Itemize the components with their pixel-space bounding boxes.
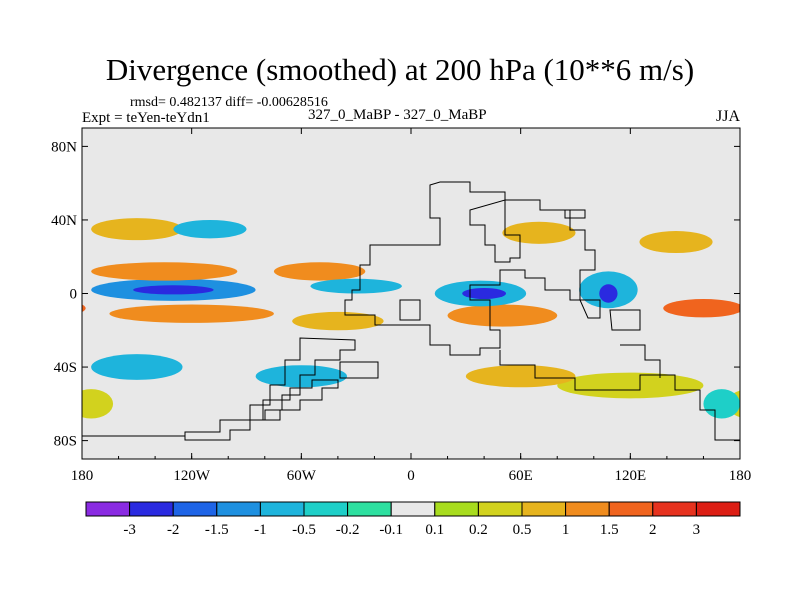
y-tick-label: 80N: [51, 139, 77, 155]
divergence-field: [82, 218, 740, 419]
coastlines: [82, 181, 740, 441]
field-convergence-midlat-north-pacific: [173, 219, 247, 239]
colorbar-swatch: [434, 501, 479, 517]
field-convergence-antarctic-edge: [703, 389, 740, 419]
colorbar-swatch: [390, 501, 436, 517]
colorbar-swatch: [477, 501, 523, 517]
coastline-segment: [620, 344, 661, 378]
coastline-segment: [339, 361, 379, 379]
x-tick-label: 60W: [287, 468, 317, 484]
chart-title: Divergence (smoothed) at 200 hPa (10**6 …: [105, 52, 695, 87]
colorbar-swatch: [216, 501, 261, 517]
y-tick-label: 0: [70, 287, 78, 303]
colorbar-swatch: [608, 501, 654, 517]
colorbar-label: 0.1: [425, 522, 444, 538]
case-label: 327_0_MaBP - 327_0_MaBP: [308, 107, 487, 123]
field-divergence-southern-ocean: [557, 372, 704, 399]
field-convergence-north-atlantic: [310, 278, 402, 294]
colorbar-swatch: [565, 501, 610, 517]
colorbar-swatch: [129, 501, 174, 517]
colorbar-label: 0.5: [513, 522, 532, 538]
experiment-label: Expt = teYen-teYdn1: [82, 110, 210, 126]
coastline-segment: [609, 309, 641, 331]
season-label: JJA: [716, 108, 741, 125]
field-divergence-west-pacific: [663, 299, 740, 318]
coastline-segment: [579, 299, 601, 319]
coastline-segment: [344, 181, 596, 356]
colorbar-label: 1: [562, 522, 570, 538]
coastline-segment: [499, 350, 740, 441]
field-divergence-north-atlantic: [273, 262, 366, 281]
coastline-segment: [184, 337, 356, 441]
colorbar-swatch: [172, 501, 218, 517]
colorbar-label: 0.2: [469, 522, 488, 538]
field-divergence-south-pacific-band: [109, 304, 274, 323]
y-tick-label: 40S: [54, 360, 77, 376]
field-divergence-midlat-north-pacific: [91, 218, 183, 241]
colorbar-swatch: [695, 501, 741, 517]
colorbar-label: -3: [123, 522, 136, 538]
axes: 180 120W 60W 0 60E 120E 180 80N 40N 0 40S 80S: [51, 128, 751, 484]
colorbar-label: -0.2: [336, 522, 360, 538]
colorbar-label: -1: [254, 522, 267, 538]
field-divergence-west-pacific-wrap: [82, 304, 86, 313]
stats-label: rmsd= 0.482137 diff= -0.00628516: [130, 95, 328, 110]
field-divergence-north-pacific-band: [91, 262, 238, 281]
colorbar-swatch: [652, 501, 697, 517]
coastline-segment: [564, 209, 586, 219]
y-tick-label: 80S: [54, 434, 77, 450]
field-strong-convergence-east-pacific: [133, 285, 214, 295]
colorbar-label: -1.5: [205, 522, 229, 538]
field-divergence-asia: [502, 221, 576, 244]
y-tick-label: 40N: [51, 213, 77, 229]
field-divergence-east-asia: [639, 230, 713, 254]
coastline-segment: [399, 299, 421, 321]
field-convergence-africa: [462, 287, 507, 300]
plot-area: [81, 127, 741, 460]
field-convergence-southern-ocean: [255, 365, 348, 388]
x-tick-label: 120E: [614, 468, 646, 484]
colorbar-label: -0.1: [379, 522, 403, 538]
field-divergence-south-atlantic: [292, 311, 384, 331]
x-tick-label: 0: [407, 468, 415, 484]
x-tick-label: 60E: [509, 468, 533, 484]
colorbar-swatch: [521, 501, 567, 517]
colorbar: -3 -2 -1.5 -1 -0.5 -0.2 -0.1 0.1 0.2 0.5 1 1.5 2 3: [85, 501, 741, 538]
colorbar-swatch: [85, 501, 131, 517]
field-divergence-indian-ocean-south: [447, 304, 558, 327]
colorbar-label: -0.5: [292, 522, 316, 538]
coastline-segment: [469, 199, 521, 263]
colorbar-label: 2: [649, 522, 657, 538]
field-divergence-antarctic-edge: [82, 389, 114, 419]
colorbar-label: 1.5: [600, 522, 619, 538]
x-tick-label: 180: [71, 468, 94, 484]
x-tick-label: 180: [729, 468, 752, 484]
colorbar-swatch: [259, 501, 305, 517]
colorbar-swatch: [303, 501, 349, 517]
field-divergence-south-indian: [465, 365, 576, 388]
field-convergence-maritime-continent: [599, 284, 618, 303]
colorbar-label: -2: [167, 522, 180, 538]
colorbar-swatch: [347, 501, 392, 517]
colorbar-label: 3: [693, 522, 701, 538]
coastline-segment: [262, 379, 339, 421]
x-tick-label: 120W: [173, 468, 211, 484]
field-convergence-south-pacific-high: [91, 354, 183, 380]
